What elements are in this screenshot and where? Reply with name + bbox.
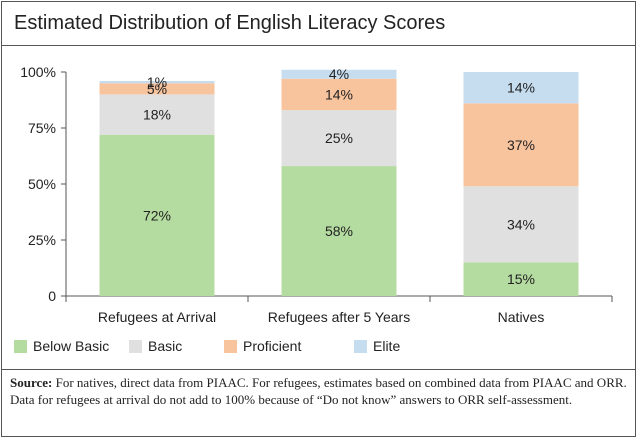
stacked-bar-chart: 0 25% 50% 75% 100% 72% 18% 5%1% Refugees at Arri…: [20, 64, 613, 325]
data-label: 4%: [329, 66, 349, 82]
legend-swatch: [14, 339, 27, 353]
legend-item: Proficient: [224, 338, 301, 354]
bar-segment: [463, 103, 579, 187]
data-label: 18%: [143, 107, 171, 123]
bar-segment: [281, 69, 397, 79]
y-tick-label: 0: [48, 288, 56, 304]
legend-label: Basic: [148, 338, 183, 354]
legend-label: Below Basic: [33, 338, 110, 354]
y-tick-label: 50%: [28, 176, 56, 192]
legend-label: Elite: [373, 338, 401, 354]
bar-segment: [99, 83, 215, 95]
chart-title: Estimated Distribution of English Litera…: [14, 12, 446, 34]
data-label: 37%: [507, 137, 535, 153]
bar-segment: [463, 72, 579, 104]
source-line-1: For natives, direct data from PIAAC. For…: [55, 375, 627, 390]
source-divider: [2, 369, 635, 370]
bar-segment: [99, 94, 215, 135]
data-label: 14%: [507, 80, 535, 96]
data-label: 25%: [325, 130, 353, 146]
y-tick-label: 25%: [28, 232, 56, 248]
bar-segment: [463, 186, 579, 263]
data-label: 34%: [507, 216, 535, 232]
y-tick-label: 100%: [20, 64, 56, 80]
y-tick-label: 75%: [28, 120, 56, 136]
bar-segment: [281, 110, 397, 167]
legend-swatch: [129, 339, 142, 353]
legend-swatch: [224, 339, 237, 353]
title-divider: [2, 45, 635, 46]
category-label: Refugees at Arrival: [98, 309, 216, 325]
data-label: 14%: [325, 86, 353, 102]
bar-segment: [99, 80, 215, 84]
data-label: 5%: [147, 81, 167, 97]
data-label: 72%: [143, 207, 171, 223]
legend-label: Proficient: [243, 338, 302, 354]
category-label: Natives: [498, 309, 545, 325]
data-label: 58%: [325, 223, 353, 239]
legend-item: Below Basic: [14, 338, 109, 354]
category-label: Refugees after 5 Years: [268, 309, 410, 325]
bar-segment: [281, 166, 397, 296]
legend-item: Basic: [129, 338, 182, 354]
source-note: Source: For natives, direct data from PI…: [10, 374, 630, 408]
bar-segment: [281, 78, 397, 111]
legend-swatch: [354, 339, 367, 353]
chart-legend: Below Basic Basic Proficient Elite: [14, 338, 624, 360]
bar-segment: [99, 134, 215, 296]
source-line-2: Data for refugees at arrival do not add …: [10, 392, 573, 407]
data-label: 15%: [507, 271, 535, 287]
source-label: Source:: [10, 375, 53, 390]
data-label: 1%: [147, 74, 167, 90]
bar-segment: [463, 262, 579, 296]
legend-item: Elite: [354, 338, 400, 354]
